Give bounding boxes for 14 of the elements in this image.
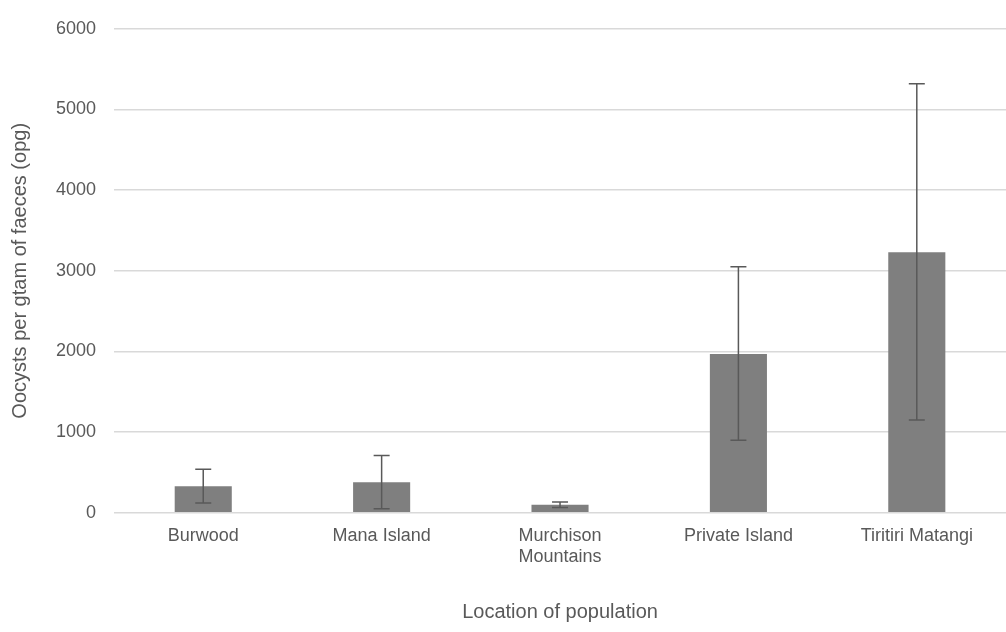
x-axis-title: Location of population [462,599,658,622]
x-tick-label: Tiritiri Matangi [860,524,973,545]
y-tick-label: 0 [86,501,97,522]
y-tick-label: 6000 [56,17,97,38]
x-tick-label: Private Island [683,524,793,545]
y-tick-label: 3000 [56,259,97,280]
x-tick-label: Murchison Mountains [518,524,602,567]
y-tick-label: 1000 [56,421,97,442]
y-axis-title: Oocysts per gtam of faeces (opg) [7,122,30,419]
x-tick-label: Burwood [167,524,239,545]
y-tick-label: 5000 [56,98,97,119]
y-tick-label: 2000 [56,340,97,361]
y-tick-label: 4000 [56,179,97,200]
x-tick-label: Mana Island [332,524,431,545]
